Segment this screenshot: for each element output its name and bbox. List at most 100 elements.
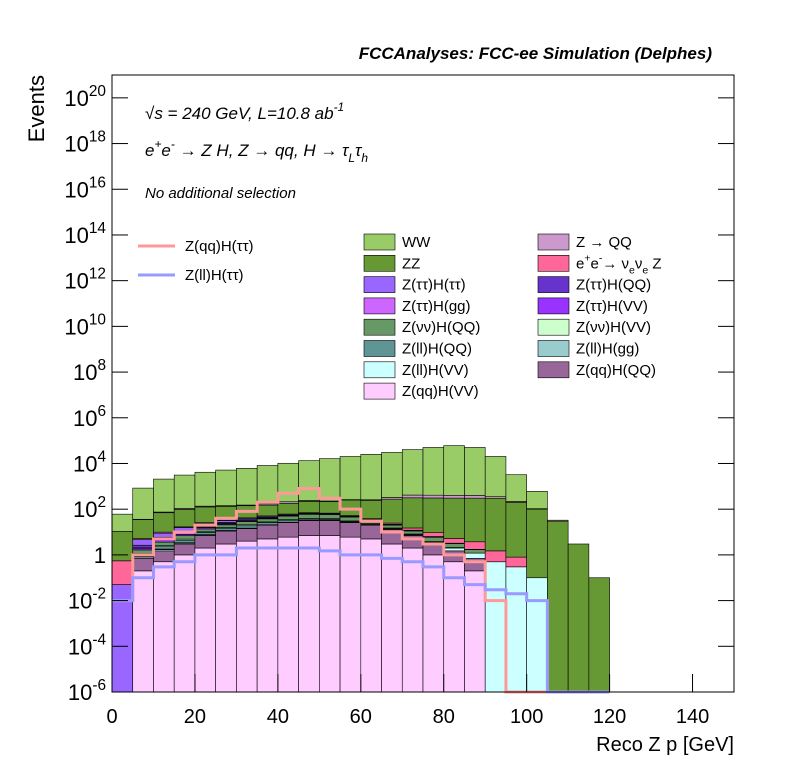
legend-swatch (538, 319, 569, 335)
bar-segment (257, 525, 278, 539)
legend-swatch (364, 234, 395, 250)
bar-segment (319, 520, 340, 535)
bar-segment (195, 532, 216, 534)
bar-segment (133, 571, 154, 692)
bar-segment (299, 520, 320, 535)
bar-segment (236, 541, 257, 692)
bar-segment (133, 550, 154, 554)
bar-segment (195, 472, 216, 506)
bar-segment (174, 544, 195, 555)
x-axis-label: Reco Z p [GeV] (596, 734, 734, 756)
legend-label: Z(ττ)H(ττ) (402, 277, 466, 294)
bar-segment (361, 525, 382, 539)
bar-segment (382, 452, 403, 497)
bar-segment (485, 551, 506, 562)
bar-segment (133, 545, 154, 547)
legend-swatch (364, 341, 395, 357)
legend-label: WW (402, 234, 431, 251)
bar-segment (216, 470, 237, 506)
y-axis-label: Events (24, 75, 49, 142)
legend-label: Z(ll)H(ττ) (185, 267, 244, 284)
bar-segment (423, 495, 444, 498)
bar-segment (257, 539, 278, 692)
x-tick-label: 140 (676, 706, 709, 728)
bar-segment (112, 561, 133, 585)
legend-label: Z(ll)H(gg) (576, 340, 639, 357)
bar-segment (340, 456, 361, 499)
x-tick-label: 0 (106, 706, 117, 728)
bar-segment (423, 447, 444, 495)
bar-segment (195, 548, 216, 692)
bar-segment (464, 550, 485, 553)
bar-segment (402, 495, 423, 498)
annotation: No additional selection (145, 185, 296, 202)
bar-segment (216, 525, 237, 528)
bar-segment (236, 529, 257, 541)
bar-segment (299, 514, 320, 518)
bar-segment (485, 498, 506, 551)
bar-segment (423, 537, 444, 541)
legend-label: Z(qq)H(ττ) (185, 238, 254, 255)
bar-segment (257, 505, 278, 516)
bar-segment (278, 503, 299, 514)
legend-label: Z(qq)H(QQ) (576, 362, 656, 379)
bar-segment (423, 555, 444, 692)
legend-swatch (364, 383, 395, 399)
bar-segment (174, 536, 195, 539)
bar-segment (133, 520, 154, 539)
bar-segment (153, 551, 174, 562)
bar-segment (236, 522, 257, 525)
bar-segment (382, 544, 403, 692)
bar-segment (133, 488, 154, 519)
legend-swatch (538, 255, 569, 271)
bar-segment (402, 498, 423, 528)
bar-segment (423, 498, 444, 533)
bar-segment (216, 531, 237, 544)
bar-segment (423, 533, 444, 537)
legend-swatch (538, 234, 569, 250)
bar-segment (382, 525, 403, 528)
bar-segment (299, 501, 320, 512)
bar-segment (236, 468, 257, 505)
bar-segment (361, 539, 382, 692)
bar-segment (444, 498, 465, 538)
bar-segment (195, 536, 216, 548)
legend-label: Z(νν)H(QQ) (402, 319, 480, 336)
bar-segment (402, 531, 423, 534)
bar-segment (444, 495, 465, 498)
bar-segment (174, 509, 195, 526)
legend-label: Z(ττ)H(gg) (402, 298, 471, 315)
legend-swatch (538, 341, 569, 357)
bar-segment (527, 578, 548, 692)
bar-segment (319, 459, 340, 501)
bar-segment (361, 454, 382, 499)
bar-segment (174, 540, 195, 543)
bar-segment (195, 507, 216, 523)
bar-segment (547, 520, 568, 521)
bar-segment (174, 475, 195, 508)
bar-segment (444, 446, 465, 496)
y-tick-label: 1 (94, 543, 106, 568)
bar-segment (527, 509, 548, 578)
legend-label: Z(qq)H(VV) (402, 383, 479, 400)
bar-segment (257, 523, 278, 525)
bar-segment (278, 523, 299, 538)
bar-segment (112, 514, 133, 531)
bar-segment (278, 537, 299, 692)
bar-segment (153, 547, 174, 549)
legend-label: Z(νν)H(VV) (576, 319, 651, 336)
bar-segment (506, 567, 527, 692)
bar-segment (174, 555, 195, 692)
bar-segment (153, 513, 174, 532)
bar-segment (568, 544, 589, 692)
bar-segment (319, 536, 340, 692)
legend-label: Z(ττ)H(QQ) (576, 277, 651, 294)
bar-segment (299, 461, 320, 501)
bar-segment (506, 475, 527, 502)
x-tick-label: 40 (267, 706, 289, 728)
bar-segment (319, 514, 340, 518)
x-tick-label: 60 (350, 706, 372, 728)
legend-label: Z(ll)H(VV) (402, 362, 469, 379)
legend-swatch (538, 277, 569, 293)
